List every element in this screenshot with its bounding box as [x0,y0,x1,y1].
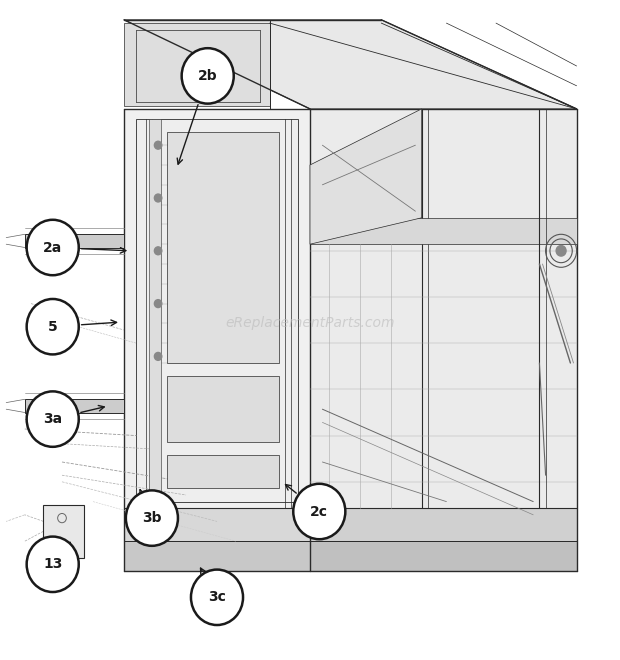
Circle shape [154,352,162,360]
Polygon shape [25,234,124,248]
Circle shape [27,537,79,592]
Polygon shape [310,541,577,571]
Text: 3a: 3a [43,412,62,426]
Circle shape [182,48,234,104]
Polygon shape [167,455,279,488]
Polygon shape [167,376,279,442]
Polygon shape [124,20,577,109]
Polygon shape [124,508,310,541]
Polygon shape [124,541,310,571]
Text: 13: 13 [43,557,63,572]
Polygon shape [25,399,124,412]
Text: 3c: 3c [208,590,226,605]
Circle shape [27,220,79,275]
Circle shape [154,300,162,308]
Text: 2b: 2b [198,69,218,83]
Circle shape [27,299,79,354]
Polygon shape [43,505,84,558]
Circle shape [191,570,243,625]
Circle shape [556,246,566,256]
Text: 2a: 2a [43,240,63,255]
Polygon shape [124,109,310,508]
Polygon shape [167,132,279,363]
Text: 2c: 2c [310,504,329,519]
Polygon shape [310,218,577,244]
Circle shape [154,247,162,255]
Text: 5: 5 [48,319,58,334]
Polygon shape [310,109,422,244]
Circle shape [126,490,178,546]
Polygon shape [149,119,161,508]
Polygon shape [124,23,270,106]
Text: 3b: 3b [142,511,162,525]
Polygon shape [310,508,577,541]
Circle shape [154,141,162,149]
Text: eReplacementParts.com: eReplacementParts.com [225,316,395,331]
Circle shape [27,391,79,447]
Circle shape [293,484,345,539]
Circle shape [154,194,162,202]
Polygon shape [310,109,577,508]
Polygon shape [136,119,298,502]
